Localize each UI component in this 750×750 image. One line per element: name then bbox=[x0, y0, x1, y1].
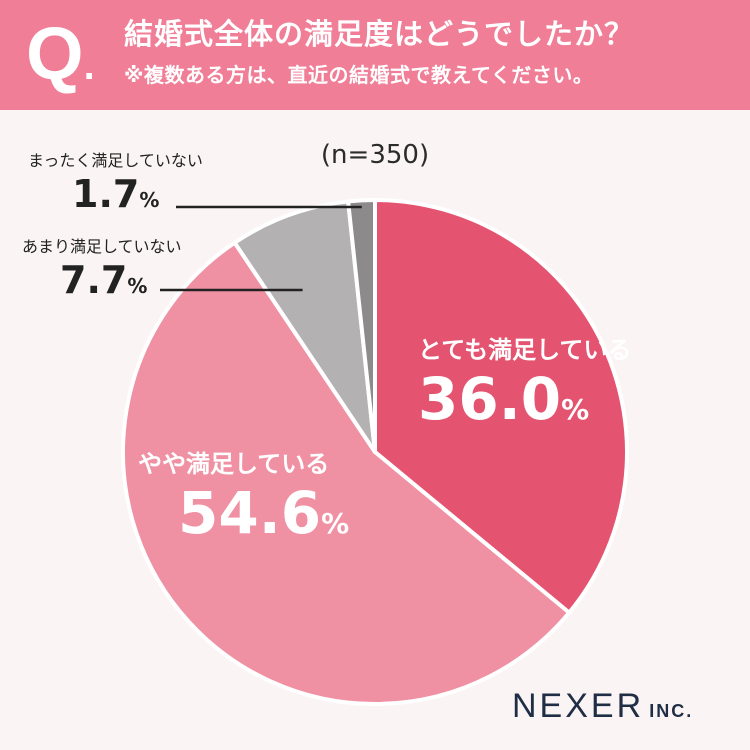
pie-slice-not-very-satisfied bbox=[232, 199, 377, 454]
slice-label-not-very-satisfied: あまり満足していない bbox=[22, 237, 182, 256]
slice-value-very-satisfied: 36.0% bbox=[418, 365, 590, 433]
question-header: Q. 結婚式全体の満足度はどうでしたか？ ※複数ある方は、直近の結婚式で教えてく… bbox=[0, 0, 750, 110]
slice-label-somewhat-satisfied: やや満足している bbox=[138, 450, 330, 478]
label-somewhat-satisfied: やや満足している 54.6% bbox=[138, 448, 398, 557]
nexer-logo: NEXER INC. bbox=[512, 687, 694, 725]
slice-value-somewhat-satisfied: 54.6% bbox=[178, 479, 350, 547]
slice-value-not-satisfied: 1.7% bbox=[72, 172, 160, 216]
slice-label-very-satisfied: とても満足している bbox=[418, 336, 632, 364]
callout-not-very-satisfied: あまり満足していない 7.7% bbox=[22, 236, 252, 308]
question-mark: Q. bbox=[26, 12, 95, 95]
pie-slice-somewhat-satisfied bbox=[121, 240, 572, 707]
callout-not-satisfied: まったく満足していない 1.7% bbox=[28, 150, 258, 222]
sample-size-label: (n=350) bbox=[320, 140, 430, 170]
question-note: ※複数ある方は、直近の結婚式で教えてください。 bbox=[124, 63, 594, 87]
slice-value-not-very-satisfied: 7.7% bbox=[60, 258, 148, 302]
pie-slice-very-satisfied bbox=[373, 198, 629, 615]
slice-label-not-satisfied: まったく満足していない bbox=[28, 151, 203, 170]
question-title: 結婚式全体の満足度はどうでしたか？ bbox=[124, 17, 635, 51]
label-very-satisfied: とても満足している 36.0% bbox=[418, 334, 678, 443]
pie-slice-not-satisfied bbox=[346, 198, 377, 454]
